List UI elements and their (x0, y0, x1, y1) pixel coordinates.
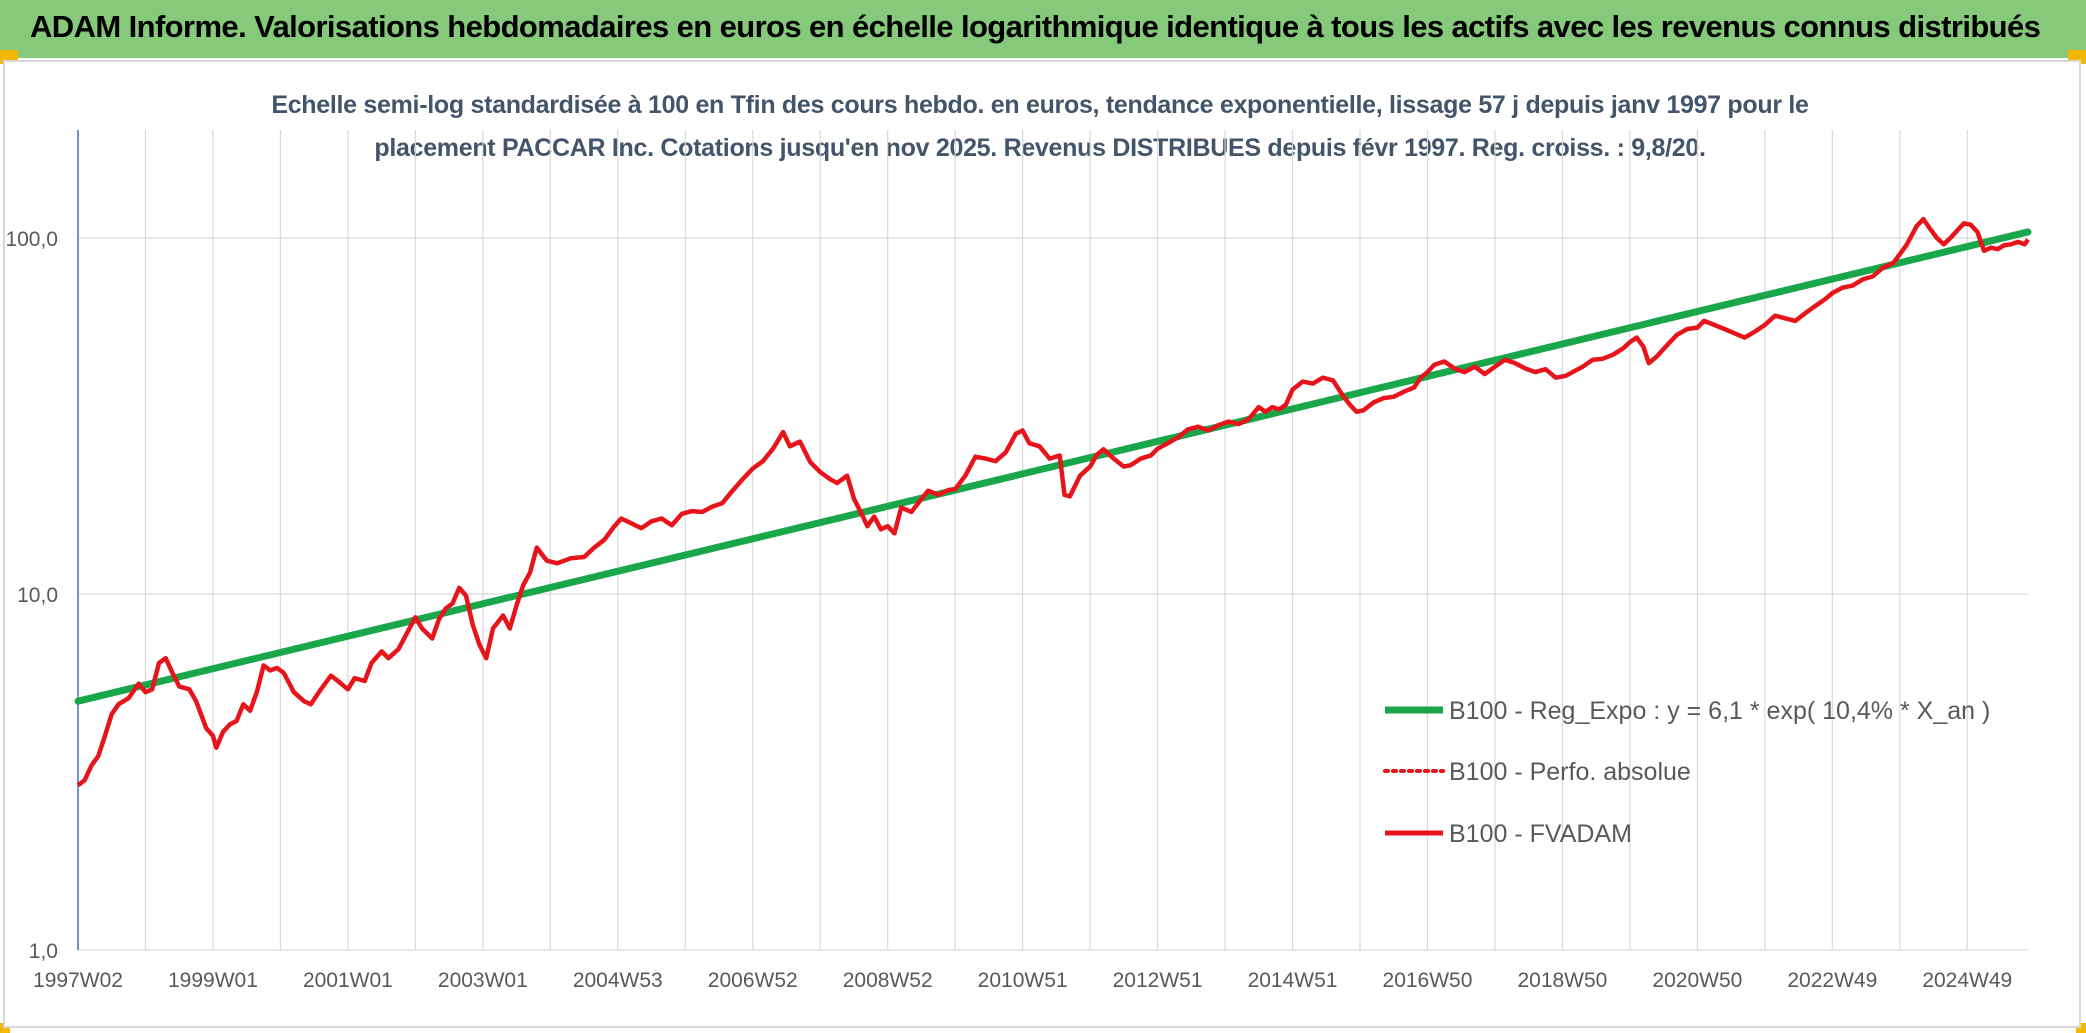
x-tick-label: 2014W51 (1248, 969, 1338, 992)
x-tick-label: 2003W01 (438, 969, 528, 992)
x-tick-label: 2006W52 (708, 969, 798, 992)
x-tick-label: 2018W50 (1517, 969, 1607, 992)
x-tick-label: 2024W49 (1922, 969, 2012, 992)
y-tick-label: 10,0 (17, 584, 58, 607)
trend-line (74, 228, 2032, 705)
x-tick-label: 1997W02 (33, 969, 123, 992)
right-bottom-accent (2076, 1023, 2086, 1033)
legend-label: B100 - FVADAM (1449, 820, 1632, 848)
report-header: ADAM Informe. Valorisations hebdomadaire… (0, 0, 2086, 58)
x-tick-label: 2022W49 (1787, 969, 1877, 992)
x-tick-label: 2001W01 (303, 969, 393, 992)
x-tick-label: 2012W51 (1113, 969, 1203, 992)
x-tick-label: 2016W50 (1383, 969, 1473, 992)
x-tick-label: 2008W52 (843, 969, 933, 992)
y-tick-label: 100,0 (5, 228, 58, 251)
legend-label: B100 - Perfo. absolue (1449, 758, 1691, 786)
x-tick-label: 1999W01 (168, 969, 258, 992)
left-bottom-accent (0, 1023, 10, 1033)
chart-frame (3, 60, 2081, 1028)
report-title: ADAM Informe. Valorisations hebdomadaire… (30, 9, 2041, 44)
y-tick-label: 1,0 (29, 940, 58, 963)
chart-subtitle-line-2: placement PACCAR Inc. Cotations jusqu'en… (374, 134, 1706, 162)
legend-label: B100 - Reg_Expo : y = 6,1 * exp( 10,4% *… (1449, 697, 1990, 725)
chart-subtitle-line-1: Echelle semi-log standardisée à 100 en T… (271, 91, 1809, 119)
fvadam-price-line (76, 216, 2030, 788)
x-tick-label: 2010W51 (978, 969, 1068, 992)
x-tick-label: 2020W50 (1652, 969, 1742, 992)
x-tick-label: 2004W53 (573, 969, 663, 992)
